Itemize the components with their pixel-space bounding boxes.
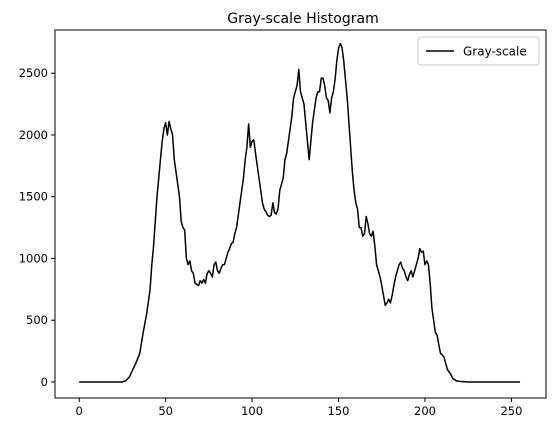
y-tick-label: 2500 bbox=[19, 66, 48, 80]
x-axis: 0 50 100 150 200 250 bbox=[76, 398, 522, 418]
y-tick-label: 1500 bbox=[19, 190, 48, 204]
x-tick-label: 100 bbox=[241, 404, 263, 418]
y-tick-label: 500 bbox=[26, 313, 48, 327]
y-tick-label: 0 bbox=[41, 375, 48, 389]
y-tick-label: 2000 bbox=[19, 128, 48, 142]
x-tick-label: 150 bbox=[328, 404, 350, 418]
x-tick-label: 0 bbox=[76, 404, 83, 418]
chart-title: Gray-scale Histogram bbox=[227, 11, 378, 27]
legend-box bbox=[417, 36, 540, 66]
y-axis: 0 500 1000 1500 2000 2500 bbox=[19, 66, 55, 389]
legend-label: Gray-scale bbox=[463, 45, 527, 59]
y-tick-label: 1000 bbox=[19, 251, 48, 265]
series-layer bbox=[79, 42, 521, 383]
x-tick-label: 50 bbox=[158, 404, 173, 418]
x-tick-label: 250 bbox=[500, 404, 522, 418]
series-line-gray-scale bbox=[79, 42, 521, 383]
x-tick-label: 200 bbox=[414, 404, 436, 418]
legend: Gray-scale bbox=[417, 36, 540, 66]
